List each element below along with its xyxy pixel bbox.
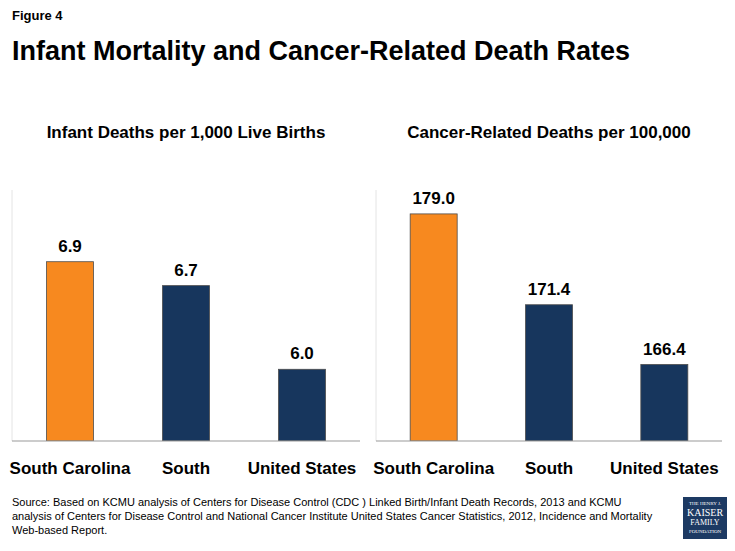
x-tick-label: South: [162, 459, 210, 478]
logo-text: THE HENRY J.: [683, 497, 727, 506]
x-tick-label: South Carolina: [373, 459, 494, 478]
data-label: 6.0: [290, 344, 314, 363]
y-axis-line: [12, 190, 13, 441]
source-note: Source: Based on KCMU analysis of Center…: [12, 495, 660, 537]
data-label: 6.9: [58, 237, 82, 256]
bar: [410, 214, 457, 441]
x-tick-label: United States: [248, 459, 357, 478]
bar: [641, 365, 688, 441]
figure: Figure 4 Infant Mortality and Cancer-Rela…: [0, 0, 735, 551]
logo: THE HENRY J.KAISERFAMILYFOUNDATION: [683, 497, 727, 539]
main-title: Infant Mortality and Cancer-Related Deat…: [12, 36, 630, 66]
y-axis-line: [376, 190, 377, 441]
data-label: 179.0: [412, 189, 455, 208]
x-axis-line: [12, 440, 360, 441]
logo-text: FOUNDATION: [683, 527, 727, 534]
chart-panel: Infant Deaths per 1,000 Live Births 6.9 6.…: [10, 123, 360, 478]
chart-panel: Cancer-Related Deaths per 100,000 179.0 17…: [373, 123, 722, 478]
data-label: 166.4: [643, 340, 686, 359]
bar: [279, 369, 326, 441]
x-tick-label: United States: [610, 459, 719, 478]
logo-text: KAISER: [683, 506, 727, 518]
figure-label: Figure 4: [12, 8, 63, 23]
data-label: 6.7: [174, 261, 198, 280]
bars: [47, 262, 326, 441]
chart-title: Infant Deaths per 1,000 Live Births: [47, 123, 326, 142]
data-label: 171.4: [528, 280, 571, 299]
logo-text: FAMILY: [683, 518, 727, 527]
x-tick-label: South: [525, 459, 573, 478]
bars: [410, 214, 688, 441]
bar: [163, 286, 210, 441]
bar: [526, 305, 573, 441]
x-tick-label: South Carolina: [10, 459, 131, 478]
chart-title: Cancer-Related Deaths per 100,000: [407, 123, 690, 142]
x-axis-line: [376, 440, 722, 441]
bar: [47, 262, 94, 441]
